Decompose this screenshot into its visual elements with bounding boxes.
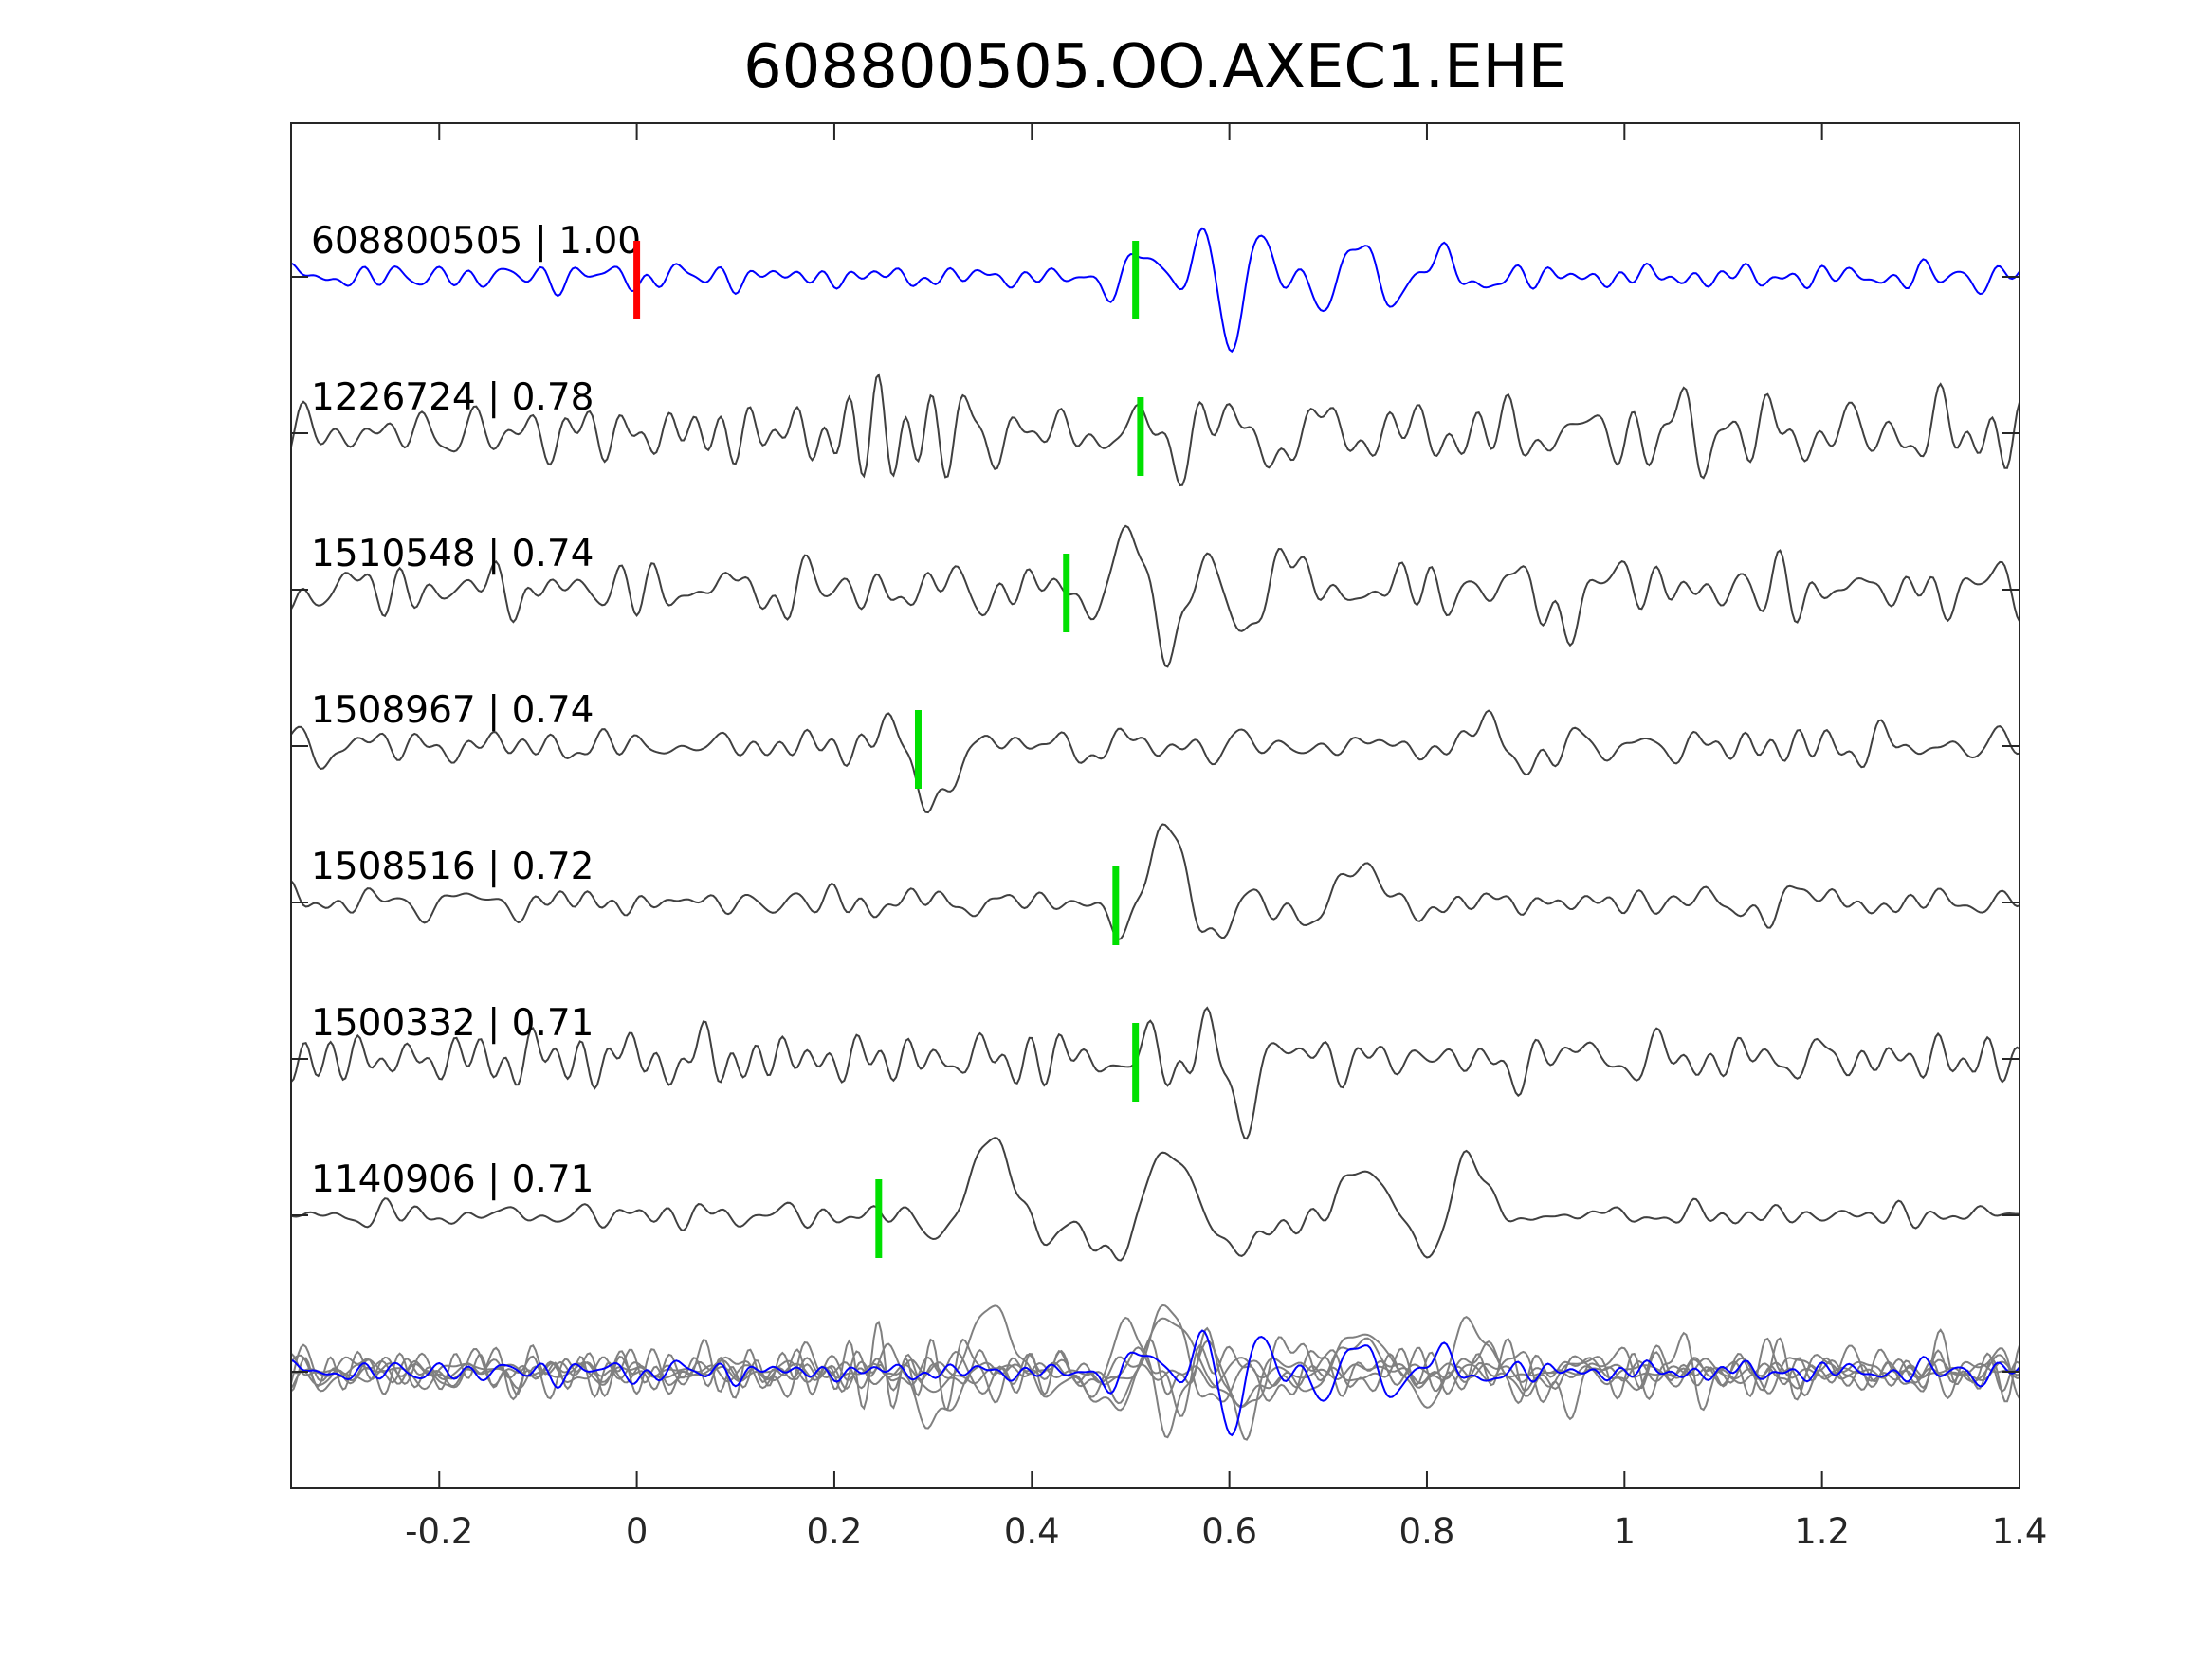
x-tick-label: 0.6	[1201, 1511, 1257, 1552]
x-tick-label: -0.2	[405, 1511, 473, 1552]
stack-trace-1508967	[290, 1340, 2020, 1430]
waveform-trace-1226724	[290, 373, 2020, 487]
x-tick-label: 0.8	[1399, 1511, 1455, 1552]
axes-frame	[290, 122, 2020, 1489]
chart-title: 608800505.OO.AXEC1.EHE	[743, 32, 1566, 102]
stack-trace-1500332	[290, 1326, 2020, 1441]
trace-label-1226724: 1226724 | 0.78	[311, 376, 594, 419]
waveform-trace-1508967	[290, 709, 2020, 814]
trace-label-1140906: 1140906 | 0.71	[311, 1158, 594, 1201]
axis-ticks: -0.2 0 0.2 0.4 0.6 0.8 1 1.2 1.4	[291, 123, 2047, 1552]
trace-label-608800505: 608800505 | 1.00	[311, 220, 641, 263]
waveform-trace-1508516	[290, 823, 2020, 940]
waveform-trace-1510548	[290, 524, 2020, 668]
stack-trace-master	[290, 1329, 2020, 1437]
traces-group	[290, 227, 2020, 1441]
trace-label-1508516: 1508516 | 0.72	[311, 846, 594, 888]
trace-label-1510548: 1510548 | 0.74	[311, 533, 594, 575]
trace-labels: 608800505 | 1.00 1226724 | 0.78 1510548 | …	[311, 220, 641, 1201]
waveform-trace-1140906	[290, 1137, 2020, 1262]
x-tick-label: 1.4	[1992, 1511, 2048, 1552]
waveform-trace-608800505	[290, 227, 2020, 354]
x-tick-label: 0	[626, 1511, 649, 1552]
x-tick-label: 0.2	[807, 1511, 863, 1552]
x-tick-label: 1.2	[1794, 1511, 1850, 1552]
trace-label-1508967: 1508967 | 0.74	[311, 689, 594, 732]
stack-trace-1508516	[290, 1304, 2020, 1405]
x-tick-label: 1	[1614, 1511, 1636, 1552]
trace-label-1500332: 1500332 | 0.71	[311, 1002, 594, 1045]
x-tick-label: 0.4	[1004, 1511, 1060, 1552]
waveform-trace-1500332	[290, 1006, 2020, 1140]
pick-markers	[633, 241, 1144, 1258]
